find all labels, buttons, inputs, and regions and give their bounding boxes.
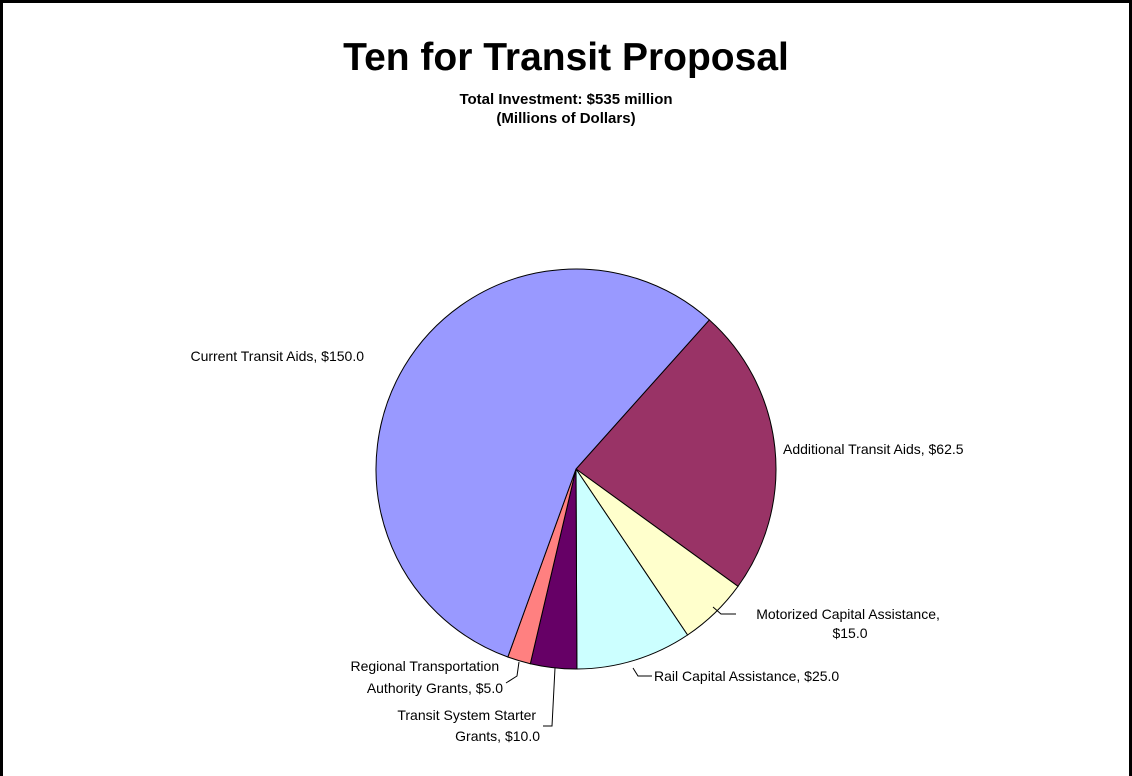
slice-additional-transit-aids <box>575 319 777 588</box>
label-rail-capital-assistance: Rail Capital Assistance, $25.0 <box>654 668 839 684</box>
leader-regional <box>505 661 520 684</box>
chart-units-subtitle: (Millions of Dollars) <box>496 110 636 127</box>
label-additional-transit-aids: Additional Transit Aids, $62.5 <box>783 441 964 457</box>
leader-rail <box>632 667 652 677</box>
chart-title: Ten for Transit Proposal <box>343 36 789 79</box>
label-transit-system-starter-grants: Transit System Starter Grants, $10.0 <box>397 707 540 744</box>
leader-motorized <box>712 606 736 615</box>
slice-current-transit-aids <box>375 268 711 658</box>
chart-subtitle: Total Investment: $535 million <box>459 91 673 108</box>
leader-starter <box>543 667 556 727</box>
label-current-transit-aids: Current Transit Aids, $150.0 <box>190 348 364 364</box>
label-regional-transportation-authority-grants: Regional Transportation Authority Grants… <box>350 658 503 696</box>
slice-rail-capital-assistance <box>575 467 689 670</box>
label-motorized-capital-assistance: Motorized Capital Assistance, $15.0 <box>756 606 944 641</box>
